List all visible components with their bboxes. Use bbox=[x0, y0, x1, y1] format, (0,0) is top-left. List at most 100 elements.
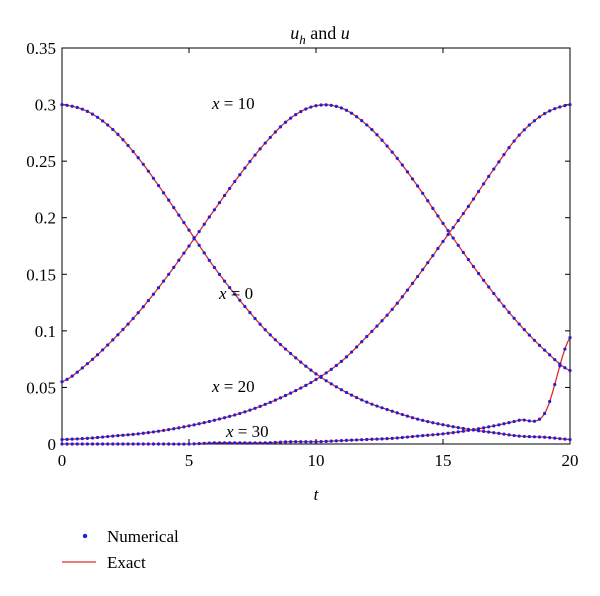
numerical-point bbox=[217, 201, 222, 205]
numerical-point bbox=[197, 422, 201, 426]
numerical-point bbox=[202, 222, 206, 226]
numerical-point bbox=[202, 441, 206, 445]
numerical-point bbox=[299, 109, 303, 114]
numerical-point bbox=[410, 434, 415, 439]
numerical-point bbox=[365, 123, 369, 127]
numerical-point bbox=[487, 174, 491, 178]
numerical-point bbox=[228, 441, 232, 445]
numerical-point bbox=[126, 143, 130, 148]
numerical-point bbox=[563, 104, 567, 108]
numerical-point bbox=[370, 402, 374, 406]
numerical-point bbox=[553, 436, 557, 440]
numerical-point bbox=[319, 374, 323, 378]
numerical-point bbox=[136, 311, 140, 315]
numerical-point bbox=[101, 435, 105, 439]
numerical-point bbox=[385, 407, 389, 412]
numerical-point bbox=[80, 366, 84, 370]
numerical-point bbox=[126, 442, 130, 446]
numerical-point bbox=[349, 350, 354, 354]
numerical-point bbox=[207, 441, 211, 445]
numerical-point bbox=[441, 423, 445, 427]
numerical-point bbox=[222, 193, 227, 198]
numerical-point bbox=[75, 437, 79, 441]
numerical-point bbox=[141, 162, 145, 166]
numerical-point bbox=[222, 279, 227, 283]
numerical-point bbox=[512, 316, 516, 320]
numerical-point bbox=[375, 437, 379, 441]
numerical-point bbox=[121, 442, 125, 446]
numerical-point bbox=[451, 425, 455, 429]
numerical-point bbox=[75, 105, 79, 110]
numerical-point bbox=[548, 399, 552, 404]
legend-exact-label: Exact bbox=[107, 553, 146, 572]
numerical-point bbox=[253, 406, 257, 410]
numerical-point bbox=[512, 139, 516, 143]
numerical-point bbox=[238, 441, 242, 445]
legend: Numerical Exact bbox=[62, 527, 179, 572]
numerical-point bbox=[238, 173, 242, 177]
numerical-point bbox=[304, 364, 308, 368]
numerical-point bbox=[80, 107, 84, 111]
numerical-point bbox=[192, 237, 196, 241]
numerical-point bbox=[543, 435, 547, 439]
numerical-point bbox=[85, 442, 89, 446]
numerical-point bbox=[365, 334, 369, 339]
numerical-point bbox=[543, 411, 547, 416]
numerical-point bbox=[243, 166, 247, 170]
numerical-point bbox=[461, 211, 465, 216]
numerical-point bbox=[146, 169, 150, 173]
numerical-point bbox=[517, 434, 521, 438]
numerical-point bbox=[400, 412, 404, 417]
numerical-point bbox=[370, 329, 374, 333]
numerical-point bbox=[187, 228, 191, 232]
numerical-point bbox=[380, 138, 384, 142]
numerical-point bbox=[299, 360, 303, 364]
numerical-point bbox=[456, 218, 460, 223]
numerical-point bbox=[248, 408, 252, 412]
numerical-point bbox=[532, 435, 537, 439]
numerical-point bbox=[131, 432, 135, 436]
numerical-point bbox=[502, 304, 506, 308]
numerical-point bbox=[228, 414, 232, 418]
numerical-point bbox=[355, 438, 359, 442]
numerical-point bbox=[517, 133, 521, 137]
numerical-point bbox=[517, 418, 521, 422]
numerical-point bbox=[324, 371, 328, 375]
numerical-point bbox=[400, 295, 404, 299]
numerical-point bbox=[304, 383, 308, 387]
numerical-point bbox=[136, 156, 140, 160]
numerical-point bbox=[329, 367, 333, 371]
numerical-point bbox=[365, 400, 369, 404]
numerical-point bbox=[248, 310, 252, 315]
numerical-point bbox=[451, 431, 455, 435]
chart-title: uh and u bbox=[290, 23, 350, 47]
numerical-point bbox=[507, 433, 511, 437]
numerical-point bbox=[360, 340, 364, 344]
numerical-point bbox=[568, 368, 572, 373]
numerical-point bbox=[212, 441, 216, 445]
numerical-point bbox=[558, 105, 562, 109]
numerical-point bbox=[243, 304, 247, 309]
numerical-point bbox=[344, 355, 349, 359]
numerical-point bbox=[212, 208, 216, 212]
numerical-point bbox=[360, 398, 364, 402]
numerical-point bbox=[395, 156, 399, 160]
numerical-point bbox=[537, 343, 542, 347]
numerical-point bbox=[197, 441, 201, 446]
numerical-point bbox=[283, 393, 288, 398]
numerical-point bbox=[466, 428, 470, 433]
numerical-point bbox=[233, 292, 237, 296]
numerical-point bbox=[121, 138, 125, 142]
numerical-point bbox=[548, 353, 552, 357]
x-tick-label: 20 bbox=[562, 451, 579, 470]
numerical-point bbox=[116, 333, 120, 337]
numerical-point bbox=[502, 422, 506, 426]
numerical-point bbox=[395, 411, 399, 415]
numerical-point bbox=[522, 328, 526, 332]
numerical-point bbox=[309, 105, 313, 109]
numerical-point bbox=[131, 442, 135, 446]
numerical-point bbox=[314, 377, 318, 382]
numerical-point bbox=[167, 272, 171, 276]
numerical-point bbox=[355, 345, 359, 349]
numerical-point bbox=[177, 442, 181, 446]
